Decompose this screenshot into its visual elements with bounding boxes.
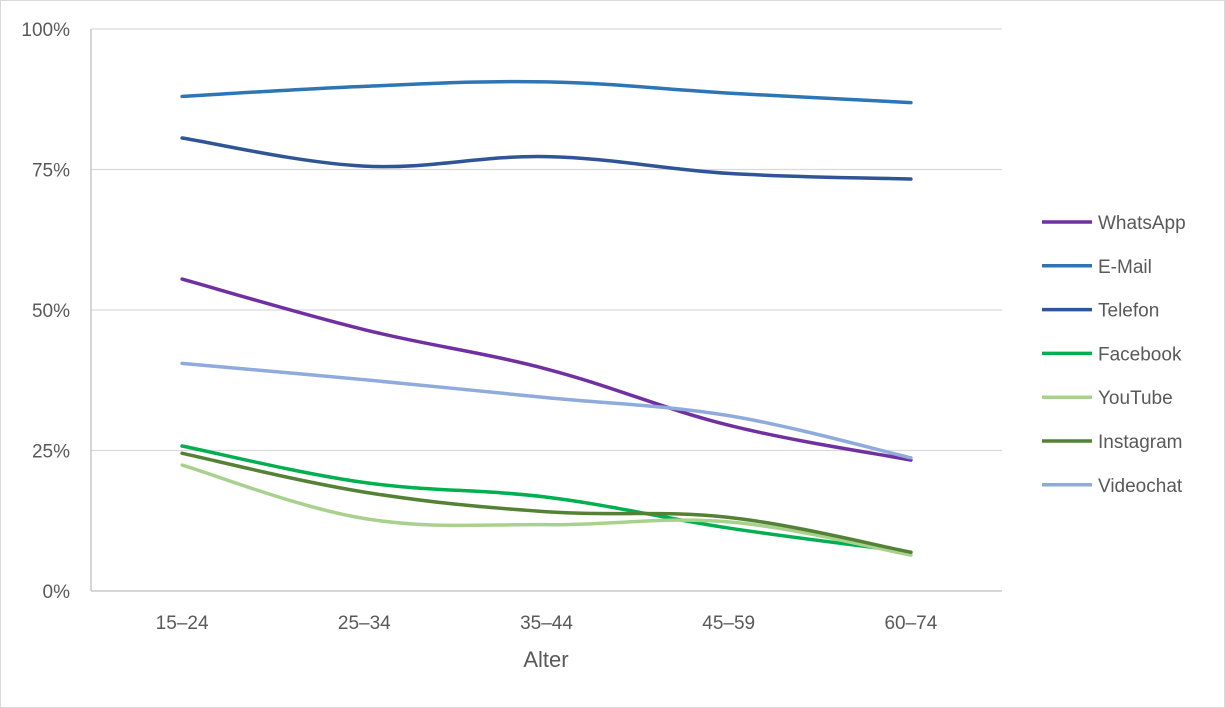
y-tick-label: 50% (32, 301, 70, 322)
x-tick-label: 35–44 (520, 613, 573, 634)
legend-label-whatsapp: WhatsApp (1098, 213, 1186, 234)
x-axis-ticks: 15–24 25–34 35–44 45–59 60–74 (156, 613, 938, 634)
x-axis-label: Alter (523, 647, 568, 672)
x-tick-label: 25–34 (338, 613, 391, 634)
y-axis-ticks: 0% 25% 50% 75% 100% (21, 20, 70, 603)
gridlines (90, 28, 1002, 592)
series-line-instagram (180, 451, 913, 554)
legend-label-facebook: Facebook (1098, 344, 1182, 365)
legend-label-videochat: Videochat (1098, 476, 1183, 497)
x-tick-label: 60–74 (884, 613, 937, 634)
series-lines (180, 79, 913, 557)
series-line-e-mail (180, 79, 913, 105)
y-tick-label: 75% (32, 161, 70, 182)
series-line-youtube (180, 463, 913, 557)
legend-label-e-mail: E-Mail (1098, 257, 1152, 278)
series-line-facebook (180, 444, 913, 554)
y-tick-label: 25% (32, 442, 70, 463)
series-line-whatsapp (180, 277, 913, 462)
legend: WhatsApp E-Mail Telefon Facebook YouTube Inst… (1042, 213, 1186, 497)
legend-label-telefon: Telefon (1098, 301, 1159, 322)
y-tick-label: 0% (43, 582, 71, 603)
x-tick-label: 15–24 (156, 613, 209, 634)
series-line-telefon (180, 136, 913, 181)
legend-label-youtube: YouTube (1098, 388, 1173, 409)
x-tick-label: 45–59 (702, 613, 755, 634)
legend-label-instagram: Instagram (1098, 432, 1182, 453)
series-line-videochat (180, 361, 913, 460)
y-tick-label: 100% (21, 20, 70, 41)
